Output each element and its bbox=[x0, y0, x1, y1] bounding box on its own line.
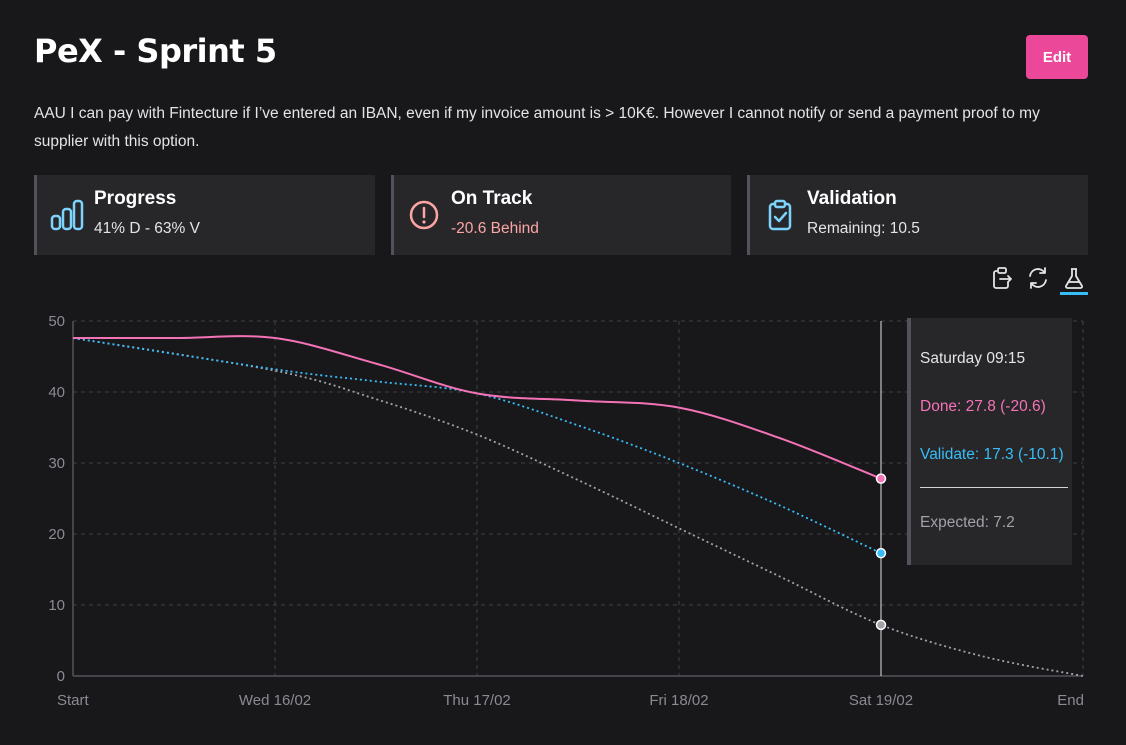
series-line-expected bbox=[72, 337, 1084, 677]
validation-value: Remaining: 10.5 bbox=[807, 220, 920, 237]
tooltip-done: Done: 27.8 (-20.6) bbox=[920, 398, 1046, 415]
y-tick-label: 0 bbox=[57, 668, 65, 685]
story-description: AAU I can pay with Fintecture if I’ve en… bbox=[34, 105, 1040, 150]
chart-tooltip: Saturday 09:15 Done: 27.8 (-20.6) Valida… bbox=[907, 318, 1072, 565]
validation-label: Validation bbox=[807, 188, 897, 209]
tooltip-date: Saturday 09:15 bbox=[920, 350, 1026, 367]
tooltip-validate: Validate: 17.3 (-10.1) bbox=[920, 446, 1064, 463]
tooltip-separator bbox=[920, 487, 1068, 488]
point-done bbox=[875, 473, 887, 484]
x-tick-label: Sat 19/02 bbox=[849, 692, 913, 709]
on-track-value: -20.6 Behind bbox=[451, 220, 539, 237]
on-track-label: On Track bbox=[451, 188, 533, 209]
tooltip-expected: Expected: 7.2 bbox=[920, 514, 1015, 531]
flask-icon[interactable] bbox=[1061, 265, 1087, 291]
x-tick-label: Wed 16/02 bbox=[239, 692, 311, 709]
y-tick-label: 30 bbox=[48, 455, 65, 472]
y-tick-label: 40 bbox=[48, 384, 65, 401]
x-tick-label: Thu 17/02 bbox=[443, 692, 511, 709]
clipboard-check-icon bbox=[768, 199, 792, 231]
alert-circle-icon bbox=[409, 200, 439, 230]
on-track-card: On Track -20.6 Behind bbox=[391, 175, 731, 255]
active-tool-indicator bbox=[1060, 292, 1088, 295]
x-tick-label: Start bbox=[57, 692, 90, 709]
x-tick-label: Fri 18/02 bbox=[649, 692, 708, 709]
edit-button[interactable]: Edit bbox=[1026, 35, 1088, 79]
progress-label: Progress bbox=[94, 188, 177, 209]
page-title: PeX - Sprint 5 bbox=[34, 32, 277, 70]
series-line-validate bbox=[72, 337, 882, 554]
validation-card: Validation Remaining: 10.5 bbox=[747, 175, 1088, 255]
x-tick-label: End bbox=[1057, 692, 1084, 709]
progress-value: 41% D - 63% V bbox=[94, 220, 200, 237]
series-line-done bbox=[73, 335, 882, 480]
y-tick-label: 50 bbox=[48, 313, 65, 330]
refresh-icon[interactable] bbox=[1025, 265, 1051, 291]
y-tick-label: 20 bbox=[48, 526, 65, 543]
y-tick-label: 10 bbox=[48, 597, 65, 614]
point-validate bbox=[875, 547, 887, 559]
point-expected bbox=[875, 619, 887, 631]
export-icon[interactable] bbox=[989, 265, 1015, 291]
progress-card: Progress 41% D - 63% V bbox=[34, 175, 375, 255]
bar-chart-icon bbox=[50, 199, 84, 231]
